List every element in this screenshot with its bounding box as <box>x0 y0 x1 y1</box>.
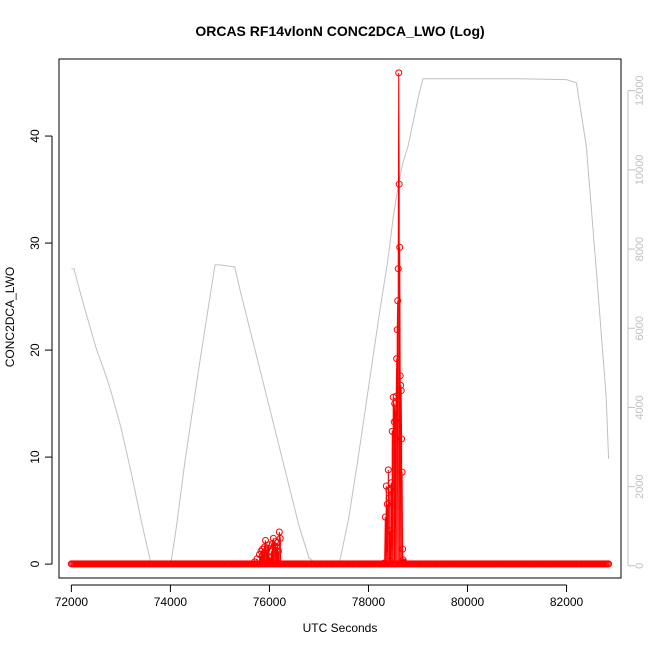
data-point <box>394 265 402 273</box>
data-point <box>397 381 405 389</box>
data-point <box>385 494 393 502</box>
y-tick-label: 0 <box>28 560 42 567</box>
data-point <box>391 429 399 436</box>
x-axis-label: UTC Seconds <box>303 621 378 635</box>
data-point <box>276 534 284 542</box>
x-tick-label: 80000 <box>451 595 485 609</box>
data-point <box>398 435 406 443</box>
plot-frame <box>58 58 622 579</box>
y2-tick-label: 12000 <box>634 75 646 106</box>
data-point <box>391 400 399 408</box>
x-tick-label: 78000 <box>352 595 386 609</box>
data-point <box>383 500 391 508</box>
data-point <box>384 466 392 474</box>
y2-tick-label: 8000 <box>634 237 646 261</box>
data-point <box>267 547 275 555</box>
data-point <box>395 180 403 188</box>
data-point <box>259 545 266 553</box>
y2-tick-label: 6000 <box>634 316 646 340</box>
x-tick-label: 72000 <box>55 595 89 609</box>
x-tick-label: 82000 <box>550 595 584 609</box>
y-tick-label: 30 <box>28 236 42 250</box>
chart-title: ORCAS RF14vlonN CONC2DCA_LWO (Log) <box>195 23 484 39</box>
data-point <box>386 527 394 535</box>
data-point <box>395 69 403 77</box>
y-tick-label: 20 <box>28 343 42 357</box>
y2-tick-label: 4000 <box>634 395 646 419</box>
data-point <box>396 372 404 380</box>
data-point <box>399 545 407 553</box>
secondary-series-layer <box>71 78 610 567</box>
data-point <box>397 387 405 395</box>
data-point <box>392 417 400 425</box>
data-point <box>274 547 282 555</box>
data-point <box>394 297 402 305</box>
y2-tick-label: 0 <box>634 563 646 569</box>
data-point <box>398 468 406 476</box>
y-tick-label: 40 <box>28 129 42 143</box>
x-tick-label: 76000 <box>253 595 287 609</box>
data-point <box>256 551 263 558</box>
y2-tick-label: 2000 <box>634 474 646 498</box>
data-point <box>381 513 389 521</box>
x-tick-label: 74000 <box>154 595 188 609</box>
y2-tick-label: 10000 <box>634 155 646 186</box>
data-point <box>396 243 404 251</box>
primary-series-layer <box>67 69 613 568</box>
data-point <box>393 355 401 363</box>
data-point <box>393 326 401 334</box>
axes-layer: 72000 74000 76000 78000 80000 820000102030400… <box>28 75 646 609</box>
y-axis-label: CONC2DCA_LWO <box>3 267 17 367</box>
data-point <box>275 528 283 536</box>
data-point <box>387 479 395 487</box>
data-point <box>272 543 280 551</box>
data-point <box>390 418 398 426</box>
data-point <box>392 392 400 400</box>
data-point <box>389 393 397 401</box>
secondary-series-line <box>71 78 610 567</box>
data-point <box>605 560 613 568</box>
data-point <box>388 427 396 435</box>
y-tick-label: 10 <box>28 450 42 464</box>
